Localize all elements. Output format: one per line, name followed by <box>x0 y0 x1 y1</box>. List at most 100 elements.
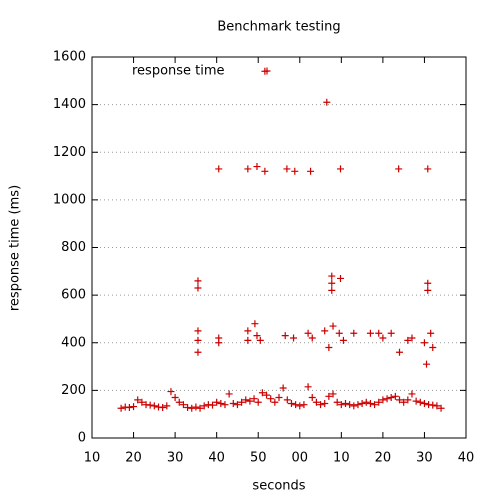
point <box>246 397 254 405</box>
point <box>366 329 374 337</box>
point <box>125 404 133 412</box>
point <box>387 394 395 402</box>
point <box>420 339 428 347</box>
point <box>358 399 366 407</box>
point <box>194 348 202 356</box>
y-tick-label: 1200 <box>53 145 86 160</box>
y-tick-label: 1000 <box>53 192 86 207</box>
point <box>263 391 271 399</box>
point <box>238 398 246 406</box>
point <box>335 329 343 337</box>
point <box>271 398 279 406</box>
x-axis-label: seconds <box>252 479 305 494</box>
y-tick-label: 800 <box>61 240 86 255</box>
point <box>400 398 408 406</box>
point <box>209 401 217 409</box>
point <box>429 401 437 409</box>
point <box>251 320 259 328</box>
point <box>242 396 250 404</box>
point <box>279 384 287 392</box>
point <box>346 401 354 409</box>
point <box>215 165 223 173</box>
x-tick-label: 00 <box>292 451 309 466</box>
point <box>337 165 345 173</box>
point <box>175 398 183 406</box>
point <box>256 336 264 344</box>
x-tick-label: 10 <box>84 451 101 466</box>
y-tick-label: 600 <box>61 288 86 303</box>
point <box>304 383 312 391</box>
point <box>253 163 261 171</box>
point <box>213 398 221 406</box>
point <box>194 277 202 285</box>
point <box>437 404 445 412</box>
point <box>423 360 431 368</box>
point <box>328 286 336 294</box>
point <box>138 398 146 406</box>
x-tick-label: 30 <box>167 451 184 466</box>
point <box>350 402 358 410</box>
point <box>379 334 387 342</box>
point <box>427 329 435 337</box>
y-tick-label: 1400 <box>53 97 86 112</box>
point <box>312 398 320 406</box>
point <box>287 399 295 407</box>
point <box>146 401 154 409</box>
legend-marker <box>263 67 271 75</box>
point <box>233 401 241 409</box>
point <box>329 390 337 398</box>
point <box>283 165 291 173</box>
point <box>333 398 341 406</box>
point <box>321 327 329 335</box>
point <box>350 329 358 337</box>
point <box>244 336 252 344</box>
point <box>375 329 383 337</box>
point <box>275 394 283 402</box>
point <box>229 399 237 407</box>
point <box>383 395 391 403</box>
point <box>117 404 125 412</box>
point <box>337 274 345 282</box>
point <box>184 404 192 412</box>
point <box>221 401 229 409</box>
x-tick-label: 30 <box>416 451 433 466</box>
point <box>420 399 428 407</box>
point <box>134 396 142 404</box>
point <box>424 279 432 287</box>
point <box>396 396 404 404</box>
point <box>308 394 316 402</box>
point <box>194 336 202 344</box>
point <box>395 165 403 173</box>
x-tick-label: 40 <box>458 451 475 466</box>
point <box>328 279 336 287</box>
point <box>194 327 202 335</box>
point <box>308 334 316 342</box>
point <box>217 399 225 407</box>
point <box>396 348 404 356</box>
point <box>163 402 171 410</box>
point <box>258 389 266 397</box>
point <box>254 398 262 406</box>
point <box>267 395 275 403</box>
x-tick-label: 40 <box>208 451 225 466</box>
point <box>290 334 298 342</box>
point <box>375 398 383 406</box>
point <box>196 404 204 412</box>
point <box>366 399 374 407</box>
point <box>188 404 196 412</box>
y-axis-label: response time (ms) <box>8 185 23 311</box>
point <box>339 336 347 344</box>
y-tick-label: 400 <box>61 335 86 350</box>
point <box>429 344 437 352</box>
legend-label: response time <box>132 64 225 79</box>
point <box>354 401 362 409</box>
y-tick-label: 1600 <box>53 50 86 65</box>
point <box>200 402 208 410</box>
point <box>261 167 269 175</box>
point <box>424 165 432 173</box>
point <box>325 344 333 352</box>
point <box>250 395 258 403</box>
point <box>194 284 202 292</box>
point <box>192 403 200 411</box>
point <box>244 327 252 335</box>
